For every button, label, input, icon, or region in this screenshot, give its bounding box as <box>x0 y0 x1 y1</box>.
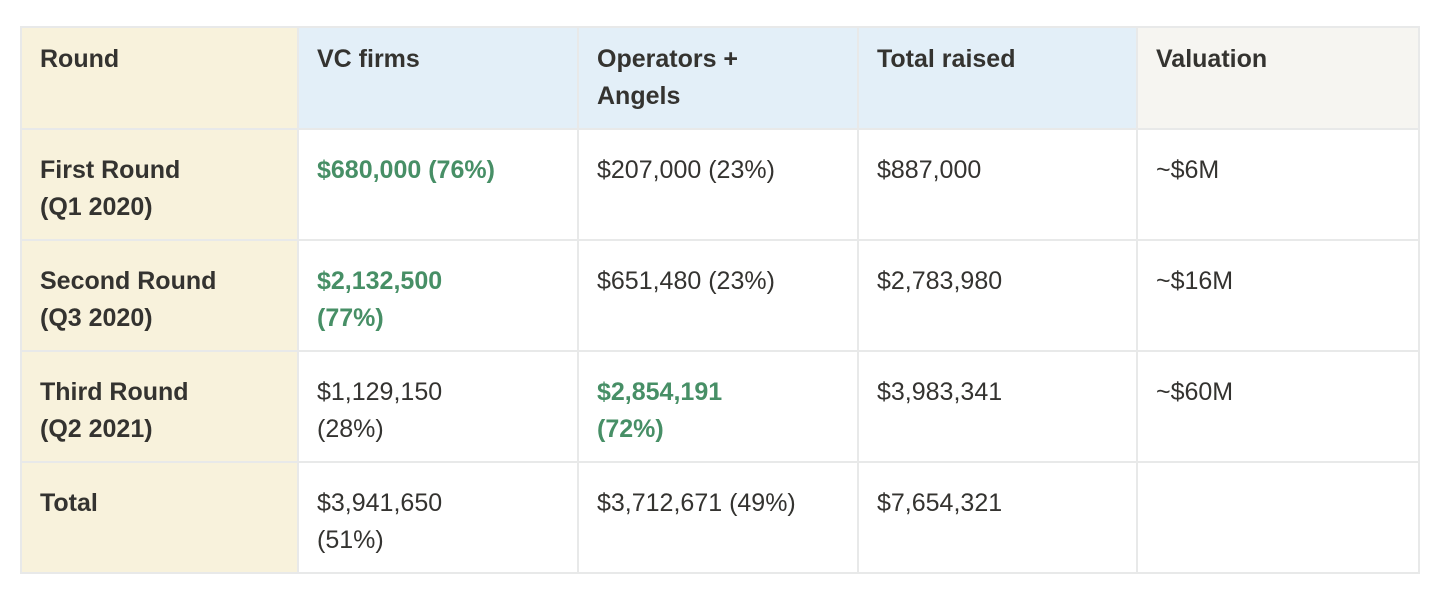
cell-valuation: ~$6M <box>1136 128 1420 241</box>
cell-round: Second Round (Q3 2020) <box>20 239 299 352</box>
table-body: First Round (Q1 2020) $680,000 (76%) $20… <box>20 128 1420 574</box>
cell-operators-angels: $2,854,191 (72%) <box>577 350 859 463</box>
cell-total-raised: $7,654,321 <box>857 461 1138 574</box>
funding-rounds-table: Round VC firms Operators + Angels Total … <box>20 26 1420 574</box>
header-row: Round VC firms Operators + Angels Total … <box>20 26 1420 130</box>
cell-operators-angels: $651,480 (23%) <box>577 239 859 352</box>
cell-round: Third Round (Q2 2021) <box>20 350 299 463</box>
cell-valuation: ~$60M <box>1136 350 1420 463</box>
cell-total-raised: $2,783,980 <box>857 239 1138 352</box>
cell-operators-angels: $3,712,671 (49%) <box>577 461 859 574</box>
column-header-total-raised: Total raised <box>857 26 1138 130</box>
table-row-second-round: Second Round (Q3 2020) $2,132,500 (77%) … <box>20 239 1420 352</box>
cell-vc-firms: $680,000 (76%) <box>297 128 579 241</box>
table-row-first-round: First Round (Q1 2020) $680,000 (76%) $20… <box>20 128 1420 241</box>
column-header-valuation: Valuation <box>1136 26 1420 130</box>
column-header-round: Round <box>20 26 299 130</box>
cell-vc-firms: $3,941,650 (51%) <box>297 461 579 574</box>
column-header-operators-angels: Operators + Angels <box>577 26 859 130</box>
cell-round: Total <box>20 461 299 574</box>
cell-valuation: ~$16M <box>1136 239 1420 352</box>
funding-table-container: Round VC firms Operators + Angels Total … <box>20 26 1420 574</box>
cell-operators-angels: $207,000 (23%) <box>577 128 859 241</box>
table-row-third-round: Third Round (Q2 2021) $1,129,150 (28%) $… <box>20 350 1420 463</box>
cell-vc-firms: $2,132,500 (77%) <box>297 239 579 352</box>
table-header: Round VC firms Operators + Angels Total … <box>20 26 1420 130</box>
cell-round: First Round (Q1 2020) <box>20 128 299 241</box>
cell-total-raised: $3,983,341 <box>857 350 1138 463</box>
cell-total-raised: $887,000 <box>857 128 1138 241</box>
table-row-total: Total $3,941,650 (51%) $3,712,671 (49%) … <box>20 461 1420 574</box>
column-header-vc-firms: VC firms <box>297 26 579 130</box>
cell-vc-firms: $1,129,150 (28%) <box>297 350 579 463</box>
cell-valuation <box>1136 461 1420 574</box>
